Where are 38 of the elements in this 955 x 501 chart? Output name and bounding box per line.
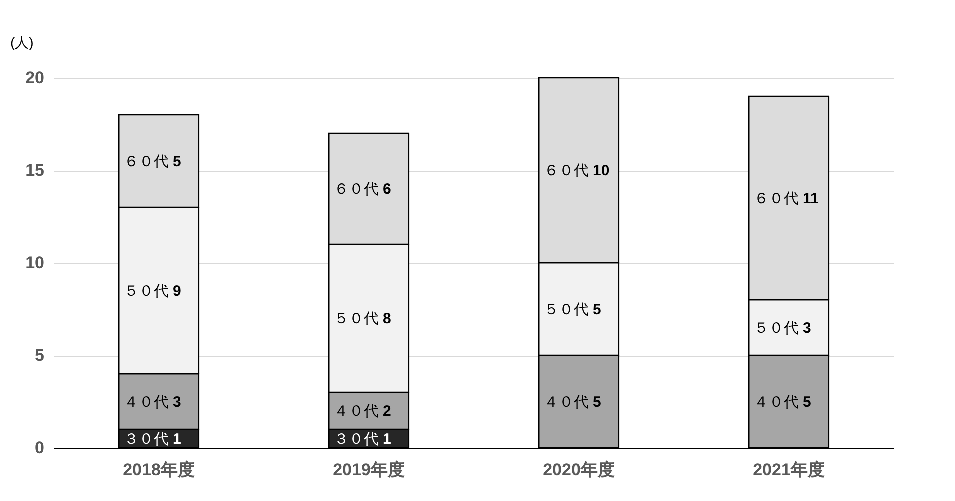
data-label: 3 xyxy=(173,394,182,411)
x-tick-label: 2020年度 xyxy=(543,460,615,480)
text: ４０代 xyxy=(754,394,799,411)
data-label: 1 xyxy=(383,430,392,448)
data-label: 10 xyxy=(593,162,610,180)
y-tick-label: 20 xyxy=(26,68,44,88)
text: ５０代 xyxy=(544,301,589,318)
data-label: 5 xyxy=(803,394,812,411)
data-label: 5 xyxy=(593,301,602,318)
y-tick-label: 10 xyxy=(26,254,44,272)
series-label: ３０代 xyxy=(124,430,169,448)
y-tick-label: 15 xyxy=(26,161,44,180)
series-label: ４０代 xyxy=(334,403,379,420)
text: ６０代 xyxy=(544,162,589,180)
x-tick-label: 2021年度 xyxy=(753,460,825,480)
series-label: ６０代 xyxy=(334,181,379,198)
text: ５０代 xyxy=(754,320,799,337)
text: ６０代 xyxy=(124,153,169,170)
y-axis-title: (人) xyxy=(10,34,34,50)
data-label: 3 xyxy=(803,320,812,337)
text: ４０代 xyxy=(124,394,169,411)
series-label: ５０代 xyxy=(334,310,379,328)
data-label: 9 xyxy=(173,282,182,300)
data-label: 8 xyxy=(383,310,392,328)
y-tick-label: 5 xyxy=(35,346,44,365)
data-label: 2 xyxy=(383,403,392,420)
data-label: 5 xyxy=(173,153,182,170)
x-tick-label: 2019年度 xyxy=(333,460,405,480)
x-tick-label: 2018年度 xyxy=(123,460,195,480)
data-label: 11 xyxy=(803,190,819,208)
text: ６０代 xyxy=(754,190,799,208)
data-label: 5 xyxy=(593,394,602,411)
text: ３０代 xyxy=(334,430,379,448)
text: ４０代 xyxy=(544,394,589,411)
data-label: 6 xyxy=(383,181,392,198)
y-tick-label: 0 xyxy=(35,438,44,458)
data-label: 1 xyxy=(173,430,182,448)
text: ５０代 xyxy=(124,282,169,300)
